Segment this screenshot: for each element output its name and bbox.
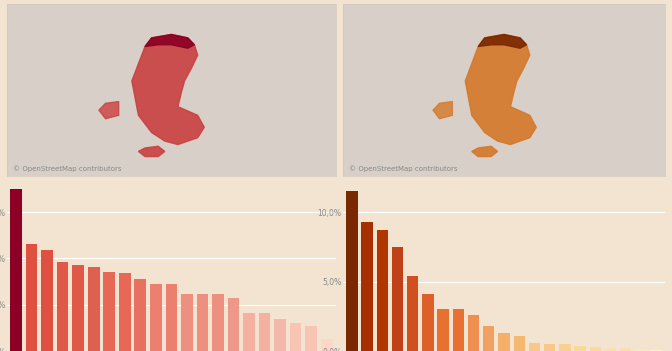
Bar (635, 349, 646, 351)
Bar (119, 273, 130, 351)
Bar (88, 267, 99, 351)
Bar (407, 276, 419, 351)
Bar (41, 250, 53, 351)
Bar (73, 265, 84, 351)
Bar (468, 315, 479, 351)
Bar (650, 350, 662, 351)
Bar (10, 189, 22, 351)
Text: © OpenStreetMap contributors: © OpenStreetMap contributors (13, 165, 122, 172)
Polygon shape (99, 101, 119, 119)
Bar (290, 323, 302, 351)
Bar (483, 326, 495, 351)
Polygon shape (138, 146, 165, 157)
Bar (575, 346, 586, 351)
Bar (228, 298, 239, 351)
Bar (305, 326, 317, 351)
Polygon shape (145, 34, 194, 48)
Bar (529, 343, 540, 351)
Bar (392, 247, 403, 351)
Bar (499, 333, 509, 351)
Bar (259, 313, 270, 351)
Bar (605, 347, 616, 351)
Bar (362, 222, 373, 351)
Bar (376, 230, 388, 351)
Polygon shape (472, 146, 497, 157)
Polygon shape (433, 101, 452, 119)
Bar (453, 309, 464, 351)
Bar (243, 313, 255, 351)
Polygon shape (132, 34, 204, 145)
Text: © OpenStreetMap contributors: © OpenStreetMap contributors (349, 165, 458, 172)
Bar (321, 339, 333, 351)
Bar (150, 284, 162, 351)
Bar (26, 244, 38, 351)
Bar (513, 336, 525, 351)
Bar (559, 344, 571, 351)
Bar (212, 294, 224, 351)
Bar (103, 272, 115, 351)
Bar (544, 344, 555, 351)
Bar (197, 294, 208, 351)
Polygon shape (478, 34, 527, 48)
Bar (346, 191, 358, 351)
Bar (165, 284, 177, 351)
Bar (134, 279, 146, 351)
Bar (589, 347, 601, 351)
Bar (274, 319, 286, 351)
Bar (620, 348, 632, 351)
Polygon shape (465, 34, 536, 145)
Bar (181, 293, 193, 351)
Bar (57, 262, 69, 351)
Bar (422, 294, 433, 351)
Bar (437, 309, 449, 351)
